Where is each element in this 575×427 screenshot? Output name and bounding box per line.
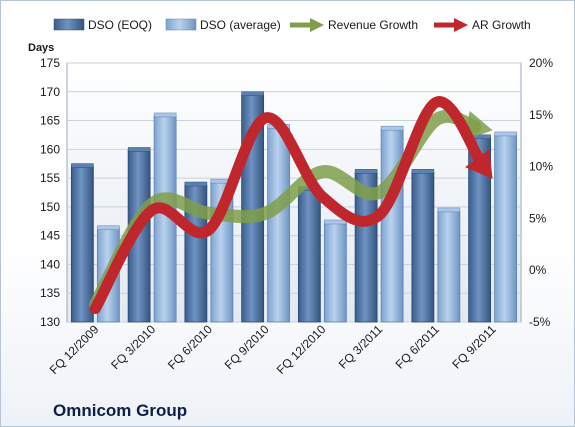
x-tick-label: FQ 3/2011 xyxy=(336,322,386,372)
y-axis-title: Days xyxy=(28,42,54,54)
y2-tick-label: 20% xyxy=(529,56,553,70)
chart-title: Omnicom Group xyxy=(53,401,187,420)
bars xyxy=(70,91,518,323)
x-tick-label: FQ 12/2010 xyxy=(274,322,329,377)
legend: DSO (EOQ) DSO (average) Revenue Growth A… xyxy=(53,18,531,32)
right-axis-ticks: -5% 0% 5% 10% 15% 20% xyxy=(529,56,553,329)
legend-label-dso-average: DSO (average) xyxy=(200,18,281,32)
legend-label-revenue-growth: Revenue Growth xyxy=(328,18,418,32)
bar-dso-average xyxy=(494,134,518,323)
bar-dso-average-top xyxy=(324,219,347,225)
y-tick-label: 140 xyxy=(40,257,60,271)
y-tick-label: 175 xyxy=(40,56,60,70)
bar-dso-eoq xyxy=(297,189,321,323)
bar-dso-eoq-top xyxy=(241,91,264,96)
bar-dso-eoq-top xyxy=(411,169,435,174)
bar-dso-average-top xyxy=(380,125,404,131)
bar-dso-eoq xyxy=(70,166,94,323)
line-ar-growth-arrowhead xyxy=(465,149,493,179)
y-tick-label: 155 xyxy=(40,171,60,185)
legend-label-dso-eoq: DSO (EOQ) xyxy=(88,18,152,32)
bar-dso-average-top xyxy=(494,131,517,137)
x-tick-label: FQ 9/2011 xyxy=(449,322,499,372)
bar-dso-average xyxy=(267,127,291,323)
legend-label-ar-growth: AR Growth xyxy=(472,18,531,32)
bar-dso-average-top xyxy=(97,225,120,231)
bar-dso-average-top xyxy=(153,112,177,118)
bar-dso-average xyxy=(323,222,347,323)
y2-tick-label: 10% xyxy=(529,160,553,174)
y-tick-label: 165 xyxy=(40,114,60,128)
legend-swatch-dso-eoq xyxy=(53,18,85,31)
y-tick-label: 160 xyxy=(40,142,60,156)
y2-tick-label: 0% xyxy=(529,263,547,277)
bar-dso-average xyxy=(380,128,404,323)
legend-arrow-revenue-growth xyxy=(290,18,324,32)
y2-tick-label: 15% xyxy=(529,108,553,122)
y2-tick-label: -5% xyxy=(529,315,551,329)
y-tick-label: 170 xyxy=(40,85,60,99)
bar-dso-eoq xyxy=(411,171,435,323)
x-tick-label: FQ 3/2010 xyxy=(108,322,158,372)
legend-swatch-dso-average xyxy=(165,18,197,31)
growth-lines xyxy=(88,96,493,315)
bar-dso-eoq-top xyxy=(354,169,378,174)
bar-dso-eoq-top xyxy=(127,147,151,152)
x-tick-label: FQ 6/2011 xyxy=(393,322,443,372)
x-tick-label: FQ 6/2010 xyxy=(165,322,215,372)
bar-dso-average xyxy=(437,210,461,323)
y-tick-label: 150 xyxy=(40,200,60,214)
bar-dso-average-top xyxy=(437,207,461,213)
legend-arrow-ar-growth xyxy=(434,18,468,32)
line-ar-growth xyxy=(89,96,488,315)
y-tick-label: 145 xyxy=(40,229,60,243)
x-tick-label: FQ 9/2010 xyxy=(222,322,272,372)
x-axis-ticks: FQ 12/2009 FQ 3/2010 FQ 6/2010 FQ 9/2010 FQ … xyxy=(47,322,499,377)
bar-dso-eoq-top xyxy=(184,181,208,187)
x-tick-label: FQ 12/2009 xyxy=(47,322,102,377)
left-axis-ticks: 130 135 140 145 150 155 160 165 170 175 xyxy=(40,56,60,329)
y-tick-label: 135 xyxy=(40,286,60,300)
bar-dso-eoq-top xyxy=(71,163,94,168)
y2-tick-label: 5% xyxy=(529,211,547,225)
y-tick-label: 130 xyxy=(40,315,60,329)
